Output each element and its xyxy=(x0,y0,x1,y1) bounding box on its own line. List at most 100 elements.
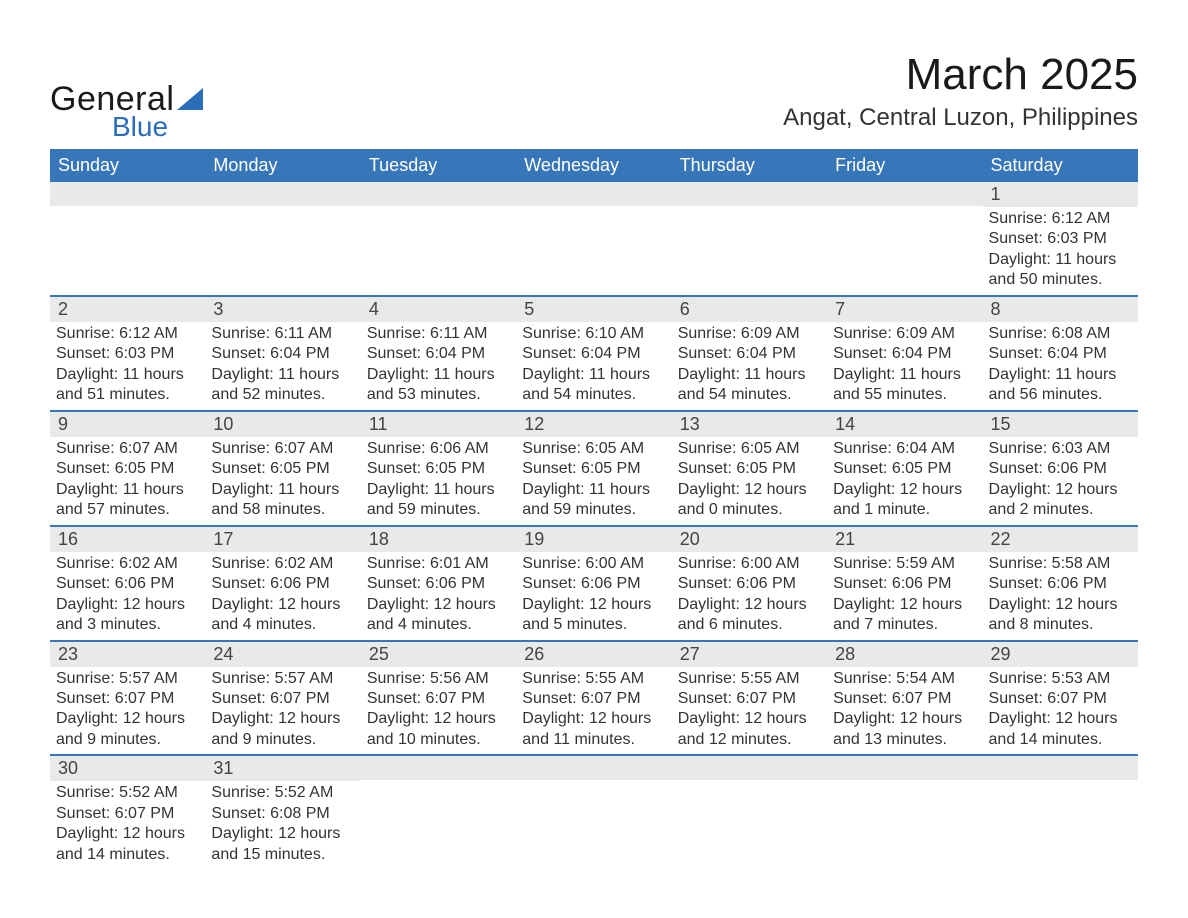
daylight-text: and 9 minutes. xyxy=(56,730,199,750)
day-number: 23 xyxy=(50,642,205,667)
day-number: 22 xyxy=(983,527,1138,552)
daylight-text: Daylight: 11 hours xyxy=(211,480,354,500)
day-number: 3 xyxy=(205,297,360,322)
daylight-text: Daylight: 11 hours xyxy=(367,480,510,500)
daylight-text: Daylight: 12 hours xyxy=(833,480,976,500)
sunset-text: Sunset: 6:06 PM xyxy=(367,574,510,594)
calendar-cell: 14Sunrise: 6:04 AMSunset: 6:05 PMDayligh… xyxy=(827,411,982,526)
calendar-cell xyxy=(516,755,671,869)
sunrise-text: Sunrise: 6:12 AM xyxy=(989,209,1132,229)
daylight-text: Daylight: 12 hours xyxy=(833,595,976,615)
daylight-text: Daylight: 12 hours xyxy=(367,595,510,615)
daylight-text: and 2 minutes. xyxy=(989,500,1132,520)
day-details: Sunrise: 6:11 AMSunset: 6:04 PMDaylight:… xyxy=(205,322,360,410)
daylight-text: and 59 minutes. xyxy=(522,500,665,520)
day-number: 18 xyxy=(361,527,516,552)
day-details: Sunrise: 5:57 AMSunset: 6:07 PMDaylight:… xyxy=(205,667,360,755)
daylight-text: Daylight: 11 hours xyxy=(56,480,199,500)
calendar-cell xyxy=(672,182,827,296)
day-details xyxy=(983,780,1138,800)
daylight-text: and 1 minute. xyxy=(833,500,976,520)
daylight-text: Daylight: 12 hours xyxy=(211,824,354,844)
calendar-table: Sunday Monday Tuesday Wednesday Thursday… xyxy=(50,149,1138,869)
calendar-cell: 5Sunrise: 6:10 AMSunset: 6:04 PMDaylight… xyxy=(516,296,671,411)
day-details xyxy=(516,780,671,800)
day-details: Sunrise: 6:07 AMSunset: 6:05 PMDaylight:… xyxy=(205,437,360,525)
sunset-text: Sunset: 6:06 PM xyxy=(989,459,1132,479)
sunset-text: Sunset: 6:07 PM xyxy=(367,689,510,709)
day-details: Sunrise: 6:09 AMSunset: 6:04 PMDaylight:… xyxy=(827,322,982,410)
day-number xyxy=(361,182,516,206)
calendar-cell: 12Sunrise: 6:05 AMSunset: 6:05 PMDayligh… xyxy=(516,411,671,526)
day-number xyxy=(50,182,205,206)
daylight-text: and 14 minutes. xyxy=(989,730,1132,750)
daylight-text: Daylight: 11 hours xyxy=(522,365,665,385)
day-details: Sunrise: 6:12 AMSunset: 6:03 PMDaylight:… xyxy=(50,322,205,410)
calendar-cell: 19Sunrise: 6:00 AMSunset: 6:06 PMDayligh… xyxy=(516,526,671,641)
day-number: 26 xyxy=(516,642,671,667)
day-number: 31 xyxy=(205,756,360,781)
calendar-cell xyxy=(827,182,982,296)
calendar-cell: 26Sunrise: 5:55 AMSunset: 6:07 PMDayligh… xyxy=(516,641,671,756)
sunrise-text: Sunrise: 6:06 AM xyxy=(367,439,510,459)
sunset-text: Sunset: 6:07 PM xyxy=(211,689,354,709)
sunrise-text: Sunrise: 5:55 AM xyxy=(522,669,665,689)
sunrise-text: Sunrise: 6:12 AM xyxy=(56,324,199,344)
calendar-body: 1 Sunrise: 6:12 AMSunset: 6:03 PMDaylight… xyxy=(50,182,1138,869)
day-number: 4 xyxy=(361,297,516,322)
daylight-text: Daylight: 12 hours xyxy=(522,709,665,729)
day-details: Sunrise: 5:52 AMSunset: 6:08 PMDaylight:… xyxy=(205,781,360,869)
daylight-text: Daylight: 12 hours xyxy=(989,480,1132,500)
day-details: Sunrise: 6:10 AMSunset: 6:04 PMDaylight:… xyxy=(516,322,671,410)
sunset-text: Sunset: 6:06 PM xyxy=(56,574,199,594)
daylight-text: Daylight: 12 hours xyxy=(56,595,199,615)
daylight-text: and 52 minutes. xyxy=(211,385,354,405)
day-number: 17 xyxy=(205,527,360,552)
daylight-text: Daylight: 12 hours xyxy=(678,480,821,500)
daylight-text: and 7 minutes. xyxy=(833,615,976,635)
sunrise-text: Sunrise: 6:11 AM xyxy=(367,324,510,344)
daylight-text: and 12 minutes. xyxy=(678,730,821,750)
calendar-week-row: 9Sunrise: 6:07 AMSunset: 6:05 PMDaylight… xyxy=(50,411,1138,526)
sunset-text: Sunset: 6:07 PM xyxy=(522,689,665,709)
day-details xyxy=(516,206,671,226)
daylight-text: Daylight: 11 hours xyxy=(211,365,354,385)
location: Angat, Central Luzon, Philippines xyxy=(783,104,1138,132)
daylight-text: Daylight: 12 hours xyxy=(211,595,354,615)
calendar-page: General Blue March 2025 Angat, Central L… xyxy=(0,0,1188,899)
day-details: Sunrise: 5:54 AMSunset: 6:07 PMDaylight:… xyxy=(827,667,982,755)
day-number: 9 xyxy=(50,412,205,437)
calendar-cell: 22Sunrise: 5:58 AMSunset: 6:06 PMDayligh… xyxy=(983,526,1138,641)
daylight-text: and 55 minutes. xyxy=(833,385,976,405)
daylight-text: Daylight: 12 hours xyxy=(211,709,354,729)
daylight-text: Daylight: 12 hours xyxy=(833,709,976,729)
sunrise-text: Sunrise: 5:57 AM xyxy=(211,669,354,689)
calendar-cell: 30Sunrise: 5:52 AMSunset: 6:07 PMDayligh… xyxy=(50,755,205,869)
month-title: March 2025 xyxy=(783,50,1138,100)
sunset-text: Sunset: 6:05 PM xyxy=(522,459,665,479)
daylight-text: Daylight: 12 hours xyxy=(989,709,1132,729)
day-details: Sunrise: 6:00 AMSunset: 6:06 PMDaylight:… xyxy=(516,552,671,640)
daylight-text: and 8 minutes. xyxy=(989,615,1132,635)
calendar-cell xyxy=(827,755,982,869)
daylight-text: and 0 minutes. xyxy=(678,500,821,520)
sunrise-text: Sunrise: 6:11 AM xyxy=(211,324,354,344)
weekday-header: Thursday xyxy=(672,149,827,182)
sunrise-text: Sunrise: 6:02 AM xyxy=(211,554,354,574)
daylight-text: Daylight: 12 hours xyxy=(678,595,821,615)
daylight-text: and 3 minutes. xyxy=(56,615,199,635)
daylight-text: Daylight: 11 hours xyxy=(56,365,199,385)
daylight-text: and 59 minutes. xyxy=(367,500,510,520)
daylight-text: Daylight: 11 hours xyxy=(833,365,976,385)
calendar-cell: 24Sunrise: 5:57 AMSunset: 6:07 PMDayligh… xyxy=(205,641,360,756)
calendar-cell xyxy=(672,755,827,869)
sunset-text: Sunset: 6:04 PM xyxy=(989,344,1132,364)
calendar-cell: 15Sunrise: 6:03 AMSunset: 6:06 PMDayligh… xyxy=(983,411,1138,526)
daylight-text: Daylight: 12 hours xyxy=(56,709,199,729)
sunset-text: Sunset: 6:05 PM xyxy=(678,459,821,479)
daylight-text: and 56 minutes. xyxy=(989,385,1132,405)
day-number xyxy=(672,756,827,780)
day-details xyxy=(827,206,982,226)
day-number: 1 xyxy=(983,182,1138,207)
sunset-text: Sunset: 6:05 PM xyxy=(833,459,976,479)
